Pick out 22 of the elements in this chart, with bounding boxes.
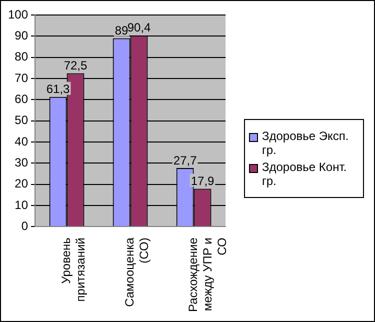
- y-tick-label: 20: [14, 176, 28, 191]
- y-tick-label: 0: [21, 218, 28, 233]
- y-tick-label: 60: [14, 92, 28, 106]
- data-label: 61,3: [46, 82, 70, 96]
- y-tick-label: 100: [8, 7, 28, 22]
- data-label: 72,5: [64, 58, 88, 73]
- y-tick-label: 10: [14, 198, 28, 212]
- data-label: 27,7: [173, 153, 198, 168]
- x-tick-label: Расхождение между УПР и СО: [186, 237, 229, 312]
- y-tick-label: 40: [14, 134, 28, 148]
- legend-label: Здоровье Эксп. гр.: [262, 129, 350, 157]
- x-tick-label: Самооценка (СО): [122, 237, 151, 307]
- data-label: 17,9: [190, 174, 215, 188]
- y-tick-label: 50: [14, 113, 28, 128]
- data-label: 89: [114, 24, 129, 38]
- y-tick-label: 30: [14, 155, 28, 170]
- data-label: 90,4: [127, 20, 152, 35]
- x-tick-label: Уровень притязаний: [59, 238, 88, 302]
- y-tick-label: 70: [14, 70, 28, 85]
- y-tick-label: 90: [14, 28, 28, 42]
- y-tick-label: 80: [14, 50, 28, 64]
- legend-label: Здоровье Конт. гр.: [262, 160, 348, 188]
